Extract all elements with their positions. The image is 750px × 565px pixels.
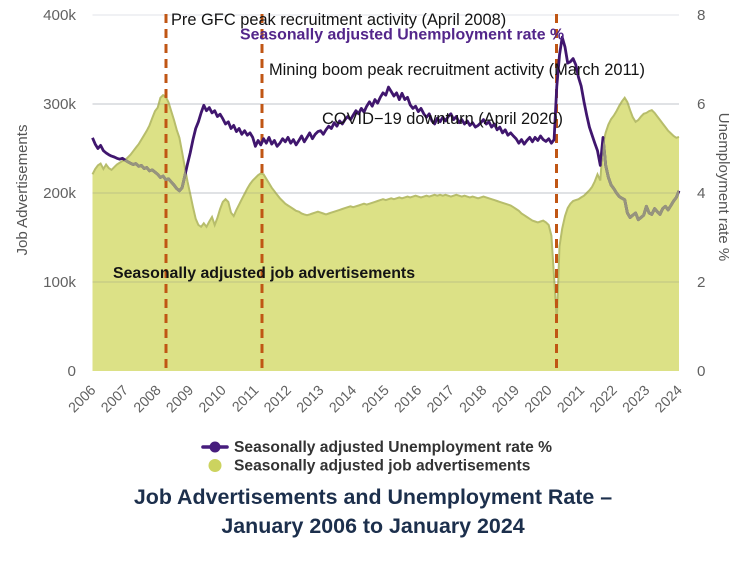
svg-text:Mining boom peak recruitment a: Mining boom peak recruitment activity (M…	[269, 61, 645, 79]
svg-text:6: 6	[697, 96, 705, 113]
svg-text:4: 4	[697, 185, 705, 202]
svg-text:400k: 400k	[43, 7, 76, 24]
svg-text:Seasonally adjusted job advert: Seasonally adjusted job advertisements	[234, 458, 531, 475]
svg-text:200k: 200k	[43, 185, 76, 202]
svg-text:Job Advertisements and Unemplo: Job Advertisements and Unemployment Rate…	[134, 485, 612, 509]
svg-text:Seasonally adjusted Unemployme: Seasonally adjusted Unemployment rate %	[240, 27, 564, 44]
svg-text:January 2006 to January 2024: January 2006 to January 2024	[221, 514, 524, 538]
svg-text:2: 2	[697, 274, 705, 291]
svg-text:Seasonally adjusted job advert: Seasonally adjusted job advertisements	[113, 265, 415, 282]
svg-text:Job Advertisements: Job Advertisements	[14, 125, 31, 256]
svg-text:8: 8	[697, 7, 705, 24]
svg-text:Pre GFC peak recruitment activ: Pre GFC peak recruitment activity (April…	[171, 11, 506, 29]
svg-text:Unemployment rate %: Unemployment rate %	[715, 113, 732, 261]
svg-text:300k: 300k	[43, 96, 76, 113]
svg-text:0: 0	[697, 363, 705, 380]
svg-text:Seasonally adjusted Unemployme: Seasonally adjusted Unemployment rate %	[234, 439, 552, 456]
svg-text:0: 0	[68, 363, 76, 380]
svg-text:100k: 100k	[43, 274, 76, 291]
svg-text:COVID−19 downturn (April 2020): COVID−19 downturn (April 2020)	[322, 110, 563, 128]
